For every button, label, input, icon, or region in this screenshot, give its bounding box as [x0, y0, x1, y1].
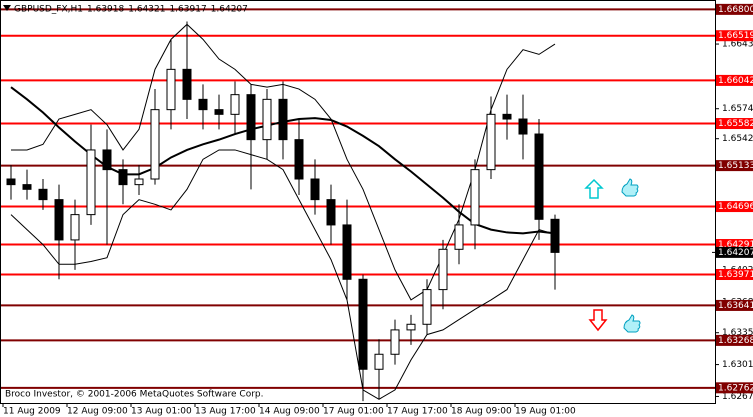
x-tick-label: 11 Aug 2009	[3, 407, 61, 417]
y-tick-label: 1.65740	[722, 104, 753, 114]
level-label: 1.62762	[718, 383, 753, 393]
candle-body	[438, 248, 448, 291]
candle-body	[406, 323, 416, 331]
bollinger-band	[10, 149, 556, 400]
candle-body	[86, 149, 96, 216]
candle-body	[502, 113, 512, 120]
thumb-up	[623, 314, 641, 333]
y-tick-label: 1.65420	[722, 134, 753, 144]
level-label-box	[716, 299, 753, 311]
candle-body	[54, 199, 64, 241]
candle-body	[262, 98, 272, 141]
level-label-box	[716, 118, 753, 130]
candle-body	[486, 113, 496, 171]
x-tick-label: 14 Aug 09:00	[259, 407, 320, 417]
level-label: 1.63971	[718, 270, 753, 280]
y-tick-label: 1.63010	[722, 360, 753, 370]
down-arrow	[588, 309, 608, 332]
candle-body	[150, 109, 160, 180]
x-tick-label: 18 Aug 09:00	[451, 407, 512, 417]
level-label-box	[716, 160, 753, 172]
level-label-box	[716, 30, 753, 42]
candle-body	[70, 214, 80, 241]
level-label-box	[716, 382, 753, 394]
candle-body	[534, 133, 544, 220]
current-price-label: 1.64207	[718, 248, 753, 258]
candle-body	[550, 218, 560, 253]
x-tick-label: 13 Aug 17:00	[195, 407, 256, 417]
level-label-box	[716, 201, 753, 213]
level-label: 1.64291	[718, 240, 753, 250]
candle-body	[118, 169, 128, 186]
candle-body	[390, 329, 400, 355]
candle-body	[214, 109, 224, 115]
x-tick-label: 13 Aug 01:00	[131, 407, 192, 417]
candle-body	[326, 199, 336, 226]
header-high: 1.64321	[128, 5, 165, 15]
y-tick-label: 1.66430	[722, 40, 753, 50]
level-label: 1.63268	[718, 336, 753, 346]
header-open: 1.63918	[87, 5, 124, 15]
header-low: 1.63917	[169, 5, 206, 15]
y-tick-label: 1.62670	[722, 392, 753, 402]
candle-body	[182, 68, 192, 100]
x-tick-label: 19 Aug 01:00	[515, 407, 576, 417]
candle-body	[310, 178, 320, 201]
x-tick-label: 12 Aug 09:00	[67, 407, 128, 417]
level-label: 1.65582	[718, 119, 753, 129]
candle-body	[278, 98, 288, 141]
level-label: 1.65133	[718, 161, 753, 171]
up-arrow	[584, 178, 604, 199]
level-label: 1.64696	[718, 202, 753, 212]
candle-body	[294, 139, 304, 180]
copyright: Broco Investor, © 2001-2006 MetaQuotes S…	[5, 390, 264, 400]
candle-body	[470, 169, 480, 226]
level-label: 1.66800	[718, 5, 753, 15]
candle-body	[422, 289, 432, 325]
plot-frame	[0, 0, 716, 404]
level-label-box	[716, 239, 753, 251]
level-label-box	[716, 3, 753, 15]
header-icon	[3, 5, 11, 11]
header: GBPUSD_FX,H1 1.63918 1.64321 1.63917 1.6…	[3, 5, 248, 15]
plot-area	[0, 8, 715, 402]
candle-body	[134, 178, 144, 186]
candle-body	[102, 149, 112, 171]
header-close: 1.64207	[211, 5, 248, 15]
candle-body	[342, 224, 352, 280]
level-label-box	[716, 334, 753, 346]
level-label-box	[716, 269, 753, 281]
candle-body	[358, 278, 368, 370]
level-label: 1.63641	[718, 301, 753, 311]
candle-body	[6, 178, 16, 186]
candle-body	[454, 224, 464, 250]
level-label: 1.66519	[718, 31, 753, 41]
x-tick-label: 17 Aug 01:00	[323, 407, 384, 417]
candle-body	[374, 353, 384, 370]
signals	[584, 178, 641, 333]
header-symbol: GBPUSD_FX,H1	[14, 5, 83, 15]
candle-body	[198, 98, 208, 111]
level-label-box	[716, 74, 753, 86]
thumb-up	[621, 178, 639, 197]
candle-body	[166, 68, 176, 111]
current-price-box	[716, 246, 753, 258]
level-label: 1.66042	[718, 76, 753, 86]
candle-body	[230, 94, 240, 115]
candle-body	[22, 184, 32, 190]
candle-body	[246, 94, 256, 141]
y-tick-label: 1.63350	[722, 328, 753, 338]
x-tick-label: 17 Aug 17:00	[387, 407, 448, 417]
candle-body	[518, 118, 528, 135]
candle-body	[38, 188, 48, 201]
